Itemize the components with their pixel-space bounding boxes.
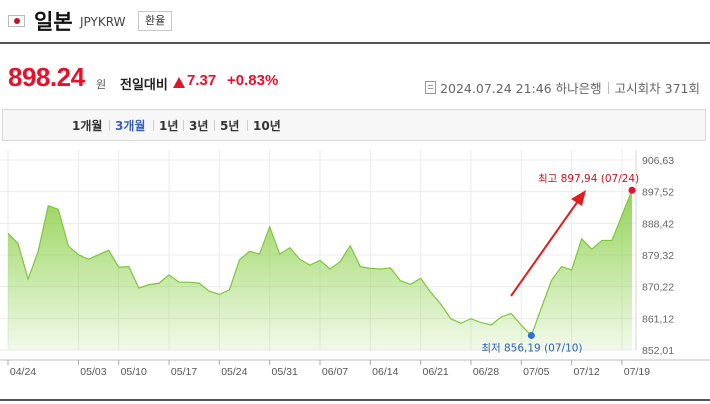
- x-tick-label: 05/24: [221, 366, 247, 378]
- bank-name: 하나은행: [555, 81, 602, 96]
- tab-divider: [153, 120, 154, 131]
- price-change-percent: +0.83%: [227, 72, 279, 89]
- tab-10-year[interactable]: 10년: [253, 119, 281, 133]
- price-unit: 원: [96, 78, 107, 91]
- y-axis: 906,63 897,52 888,42 879,32 870,22 861,12 852,…: [642, 155, 674, 357]
- x-tick-label: 06/07: [322, 366, 348, 378]
- tab-3-month[interactable]: 3개월: [115, 119, 146, 133]
- y-tick-label: 879,32: [642, 250, 674, 262]
- compare-label: 전일대비: [120, 78, 168, 93]
- tab-divider: [247, 120, 248, 131]
- x-tick-label: 04/24: [10, 366, 36, 378]
- meta-divider: [607, 82, 609, 94]
- top-divider: [0, 42, 710, 44]
- document-icon: [425, 81, 437, 94]
- tab-divider: [109, 120, 110, 131]
- exchange-rate-chart: 906,63 897,52 888,42 879,32 870,22 861,12 852,…: [0, 150, 710, 378]
- x-tick-label: 05/03: [80, 366, 106, 378]
- min-label: 최저 856,19 (07/10): [481, 342, 582, 354]
- currency-code: JPYKRW: [80, 15, 126, 29]
- x-tick-label: 06/28: [473, 366, 499, 378]
- y-tick-label: 852,01: [642, 345, 674, 357]
- japan-flag-icon: [8, 15, 25, 27]
- tab-3-year[interactable]: 3년: [189, 119, 209, 133]
- tab-divider: [214, 120, 215, 131]
- x-tick-label: 05/10: [121, 366, 147, 378]
- chart-annotations: 최고 897,94 (07/24) 최저 856,19 (07/10): [481, 173, 639, 354]
- tab-divider: [183, 120, 184, 131]
- x-tick-label: 07/12: [573, 366, 599, 378]
- x-tick-label: 05/31: [272, 366, 298, 378]
- tab-1-month[interactable]: 1개월: [72, 119, 103, 133]
- quote-meta: 2024.07.24 21:46 하나은행 고시회차 371회: [425, 78, 700, 97]
- x-tick-label: 06/14: [372, 366, 398, 378]
- price-summary: 898.24 원 전일대비 7.37 +0.83% 2024.07.24 21:…: [0, 56, 710, 96]
- x-tick-label: 07/05: [523, 366, 549, 378]
- x-tick-label: 06/21: [423, 366, 449, 378]
- y-tick-label: 888,42: [642, 218, 674, 230]
- x-tick-label: 05/17: [171, 366, 197, 378]
- max-label: 최고 897,94 (07/24): [538, 173, 639, 185]
- y-tick-label: 870,22: [642, 282, 674, 294]
- currency-header: 일본 JPYKRW 환율: [0, 0, 710, 42]
- min-point: [527, 331, 535, 339]
- notice-round: 고시회차 371회: [614, 81, 700, 96]
- up-arrow-icon: [173, 77, 185, 88]
- y-tick-label: 861,12: [642, 313, 674, 325]
- trend-arrow-line: [510, 200, 579, 297]
- x-axis: 04/24 05/03 05/10 05/17 05/24 05/31 06/07 06/14…: [0, 359, 710, 378]
- tab-5-year[interactable]: 5년: [220, 119, 240, 133]
- bottom-divider: [0, 399, 710, 401]
- period-tabs: 1개월 3개월 1년 3년 5년 10년: [2, 109, 706, 141]
- country-name: 일본: [34, 10, 73, 34]
- tab-1-year[interactable]: 1년: [159, 119, 179, 133]
- max-point: [628, 186, 636, 194]
- quote-timestamp: 2024.07.24 21:46: [440, 81, 552, 96]
- exchange-rate-button[interactable]: 환율: [138, 11, 173, 31]
- rate-area: [8, 190, 632, 350]
- current-price: 898.24: [8, 62, 85, 92]
- y-tick-label: 897,52: [642, 187, 674, 199]
- x-tick-label: 07/19: [624, 366, 650, 378]
- trend-arrow-head: [571, 190, 586, 206]
- price-change: 7.37: [187, 72, 217, 89]
- rate-line: [7, 190, 633, 337]
- y-tick-label: 906,63: [642, 155, 674, 167]
